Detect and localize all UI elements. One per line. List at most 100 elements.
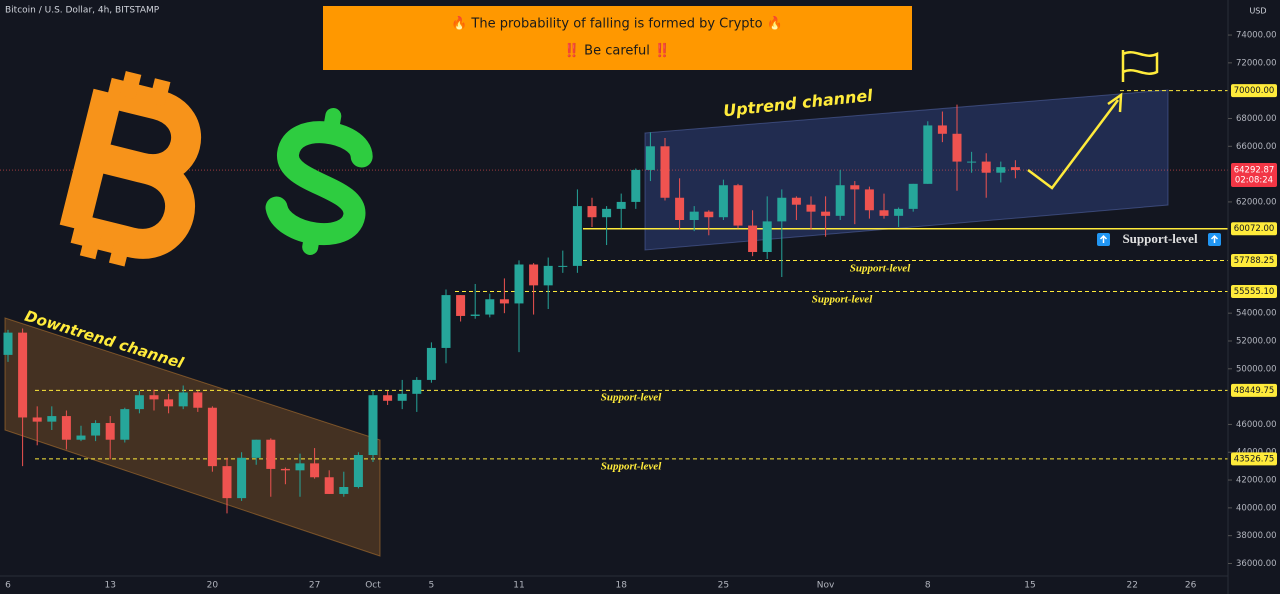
y-tick-label: 38000.00: [1236, 531, 1277, 541]
bitcoin-icon: [59, 71, 201, 267]
candle-body: [850, 185, 860, 190]
candle-body: [908, 183, 918, 209]
support-label: Support-level: [601, 461, 662, 473]
candle-body: [529, 264, 539, 286]
candle-body: [704, 211, 714, 218]
candle-body: [120, 409, 130, 440]
x-tick-label: 20: [207, 581, 219, 591]
x-tick-label: 27: [309, 581, 320, 591]
candle-body: [718, 185, 728, 218]
level-label-bg: [1231, 253, 1277, 267]
y-tick-label: 36000.00: [1236, 559, 1277, 569]
candle-body: [149, 395, 159, 400]
candle-body: [368, 395, 378, 456]
current-price-bg: [1231, 163, 1277, 188]
candle-body: [572, 206, 582, 266]
candle-body: [587, 206, 597, 218]
support-label: Support-level: [850, 263, 911, 275]
projection-arrow: [1027, 99, 1119, 190]
y-tick-label: 46000.00: [1236, 420, 1277, 430]
dollar-bars: [302, 107, 342, 255]
level-label: 60072.00: [1234, 224, 1275, 234]
candle-body: [456, 295, 466, 316]
candle-body: [791, 197, 801, 205]
support-label: Support-level: [601, 392, 662, 404]
y-tick-label: 54000.00: [1236, 309, 1277, 319]
currency: USD: [1249, 7, 1266, 16]
candle-body: [164, 399, 174, 407]
candle-body: [266, 439, 276, 469]
plot: [0, 90, 1228, 514]
flag-icon: [1121, 50, 1159, 82]
arrow-head: [1107, 92, 1123, 113]
candle-body: [178, 392, 188, 407]
x-tick-label: 8: [925, 581, 931, 591]
current-price-label: 64292.87: [1234, 166, 1275, 176]
candle-body: [251, 439, 261, 458]
candle-body: [835, 185, 845, 216]
level-label-bg: [1231, 383, 1277, 397]
banner: [323, 6, 912, 70]
y-tick-label: 52000.00: [1236, 336, 1277, 346]
banner-line: 🔥 The probability of falling is formed b…: [451, 16, 783, 32]
y-tick-label: 66000.00: [1236, 142, 1277, 152]
x-tick-label: 15: [1024, 581, 1035, 591]
candle-body: [91, 423, 101, 436]
symbol-title: Bitcoin / U.S. Dollar, 4h, BITSTAMP: [5, 6, 160, 16]
level-label: 55555.10: [1234, 287, 1275, 297]
bitcoin-glyph: [59, 77, 201, 259]
y-tick-label: 72000.00: [1236, 58, 1277, 68]
x-tick-label: 11: [513, 581, 524, 591]
level-label: 57788.25: [1234, 256, 1275, 266]
x-tick-label: 13: [104, 581, 115, 591]
y-tick-label: 40000.00: [1236, 503, 1277, 513]
candle-body: [295, 463, 305, 471]
candle-body: [441, 295, 451, 348]
y-tick-label: 50000.00: [1236, 364, 1277, 374]
arrow-icon-glyph: [1210, 234, 1219, 243]
candle-body: [412, 379, 422, 394]
x-tick-label: 5: [429, 581, 435, 591]
axes: 74000.00 72000.00 68000.00 66000.00 62000.00…: [5, 31, 1277, 591]
x-tick-label: 22: [1126, 581, 1137, 591]
candle-body: [616, 201, 626, 209]
candle-body: [105, 423, 115, 440]
candle-body: [18, 332, 28, 418]
candle-body: [894, 208, 904, 216]
candle-body: [470, 314, 480, 316]
candle-body: [981, 161, 991, 173]
level-label: 43526.75: [1234, 454, 1275, 464]
candle-body: [397, 393, 407, 401]
arrow-icon-glyph: [1099, 234, 1108, 243]
candle-body: [733, 185, 743, 226]
candle-body: [879, 210, 889, 216]
level-label-bg: [1231, 285, 1277, 299]
candle-body: [426, 347, 436, 380]
candle-body: [762, 221, 772, 252]
x-tick-label: 18: [615, 581, 627, 591]
support-box-label: Support-level: [1122, 231, 1198, 246]
level-label: 48449.75: [1234, 386, 1275, 396]
candle-body: [499, 299, 509, 304]
candle-body: [967, 161, 977, 163]
candle-body: [923, 125, 933, 184]
x-tick-label: Nov: [817, 581, 835, 591]
candle-body: [237, 457, 247, 499]
candle-body: [222, 466, 232, 499]
dollar-icon: [265, 107, 373, 255]
candle-body: [207, 407, 217, 467]
candle-body: [689, 211, 699, 220]
candle-body: [558, 265, 568, 267]
candle-body: [324, 477, 334, 494]
candle-body: [76, 435, 86, 440]
candle-body: [602, 208, 612, 218]
y-tick-label: 42000.00: [1236, 476, 1277, 486]
candle-body: [821, 211, 831, 216]
bitcoin-bars: [79, 71, 171, 267]
candle-body: [777, 197, 787, 222]
candle-body: [383, 395, 393, 401]
level-label: 70000.00: [1234, 86, 1275, 96]
banner-line: ‼️ Be careful ‼️: [564, 43, 670, 59]
level-label-bg: [1231, 84, 1277, 98]
